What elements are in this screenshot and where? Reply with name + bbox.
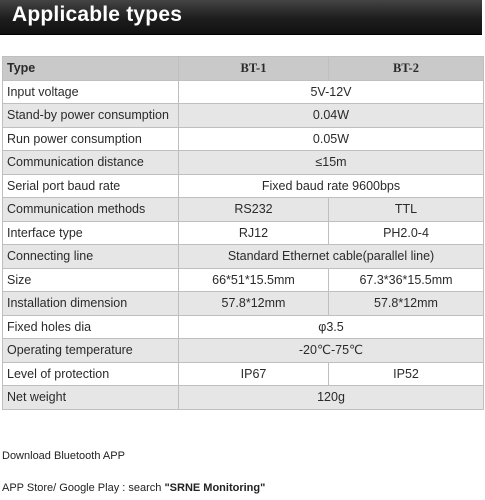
table-row: Communication methods RS232 TTL xyxy=(2,197,484,222)
table-header-row: Type BT-1 BT-2 xyxy=(2,56,484,81)
table-row: Net weight 120g xyxy=(2,385,484,410)
row-value: 120g xyxy=(178,385,484,410)
row-label: Input voltage xyxy=(2,79,179,104)
row-label: Stand-by power consumption xyxy=(2,103,179,128)
row-label: Operating temperature xyxy=(2,338,179,363)
row-value: Standard Ethernet cable(parallel line) xyxy=(178,244,484,269)
row-label: Serial port baud rate xyxy=(2,173,179,198)
row-value-bt-1: RJ12 xyxy=(178,220,329,245)
table-row: Level of protection IP67 IP52 xyxy=(2,361,484,386)
row-label: Size xyxy=(2,267,179,292)
row-value: 5V-12V xyxy=(178,79,484,104)
banner-title: Applicable types xyxy=(12,3,183,26)
table-row: Connecting line Standard Ethernet cable(… xyxy=(2,244,484,269)
header-bt-2: BT-2 xyxy=(328,56,484,81)
table-row: Interface type RJ12 PH2.0-4 xyxy=(2,220,484,245)
table-row: Installation dimension 57.8*12mm 57.8*12… xyxy=(2,291,484,316)
store-search-term: "SRNE Monitoring" xyxy=(164,482,266,494)
title-banner: Applicable types xyxy=(0,0,482,35)
table-row: Run power consumption 0.05W xyxy=(2,126,484,151)
row-label: Net weight xyxy=(2,385,179,410)
row-label: Fixed holes dia xyxy=(2,314,179,339)
row-label: Level of protection xyxy=(2,361,179,386)
row-label: Communication distance xyxy=(2,150,179,175)
row-label: Interface type xyxy=(2,220,179,245)
table-row: Fixed holes dia φ3.5 xyxy=(2,314,484,339)
row-value-bt-2: TTL xyxy=(328,197,484,222)
table-row: Communication distance ≤15m xyxy=(2,150,484,175)
header-bt-1: BT-1 xyxy=(178,56,329,81)
row-value: 0.05W xyxy=(178,126,484,151)
row-value-bt-1: IP67 xyxy=(178,361,329,386)
row-value: φ3.5 xyxy=(178,314,484,339)
store-note: APP Store/ Google Play : search "SRNE Mo… xyxy=(2,482,265,494)
store-note-prefix: APP Store/ Google Play : search xyxy=(2,482,165,494)
row-value: Fixed baud rate 9600bps xyxy=(178,173,484,198)
table-row: Operating temperature -20℃-75℃ xyxy=(2,338,484,363)
row-value-bt-1: RS232 xyxy=(178,197,329,222)
row-label: Run power consumption xyxy=(2,126,179,151)
table-row: Serial port baud rate Fixed baud rate 96… xyxy=(2,173,484,198)
row-value-bt-1: 57.8*12mm xyxy=(178,291,329,316)
row-label: Connecting line xyxy=(2,244,179,269)
row-label: Installation dimension xyxy=(2,291,179,316)
row-value-bt-2: PH2.0-4 xyxy=(328,220,484,245)
row-value-bt-1: 66*51*15.5mm xyxy=(178,267,329,292)
row-value: 0.04W xyxy=(178,103,484,128)
row-value-bt-2: 57.8*12mm xyxy=(328,291,484,316)
spec-table: Type BT-1 BT-2 Input voltage 5V-12V Stan… xyxy=(2,56,484,410)
table-row: Size 66*51*15.5mm 67.3*36*15.5mm xyxy=(2,267,484,292)
row-value-bt-2: 67.3*36*15.5mm xyxy=(328,267,484,292)
header-type: Type xyxy=(2,56,179,81)
row-label: Communication methods xyxy=(2,197,179,222)
table-row: Stand-by power consumption 0.04W xyxy=(2,103,484,128)
row-value: -20℃-75℃ xyxy=(178,338,484,363)
download-note: Download Bluetooth APP xyxy=(2,450,125,462)
row-value: ≤15m xyxy=(178,150,484,175)
row-value-bt-2: IP52 xyxy=(328,361,484,386)
table-row: Input voltage 5V-12V xyxy=(2,79,484,104)
